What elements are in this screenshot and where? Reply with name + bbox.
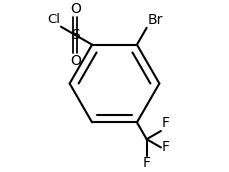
Text: F: F [143, 156, 151, 170]
Text: Br: Br [147, 13, 163, 27]
Text: F: F [162, 140, 170, 154]
Text: S: S [71, 28, 80, 42]
Text: O: O [70, 2, 81, 16]
Text: F: F [162, 116, 170, 130]
Text: O: O [70, 54, 81, 68]
Text: Cl: Cl [47, 13, 60, 26]
